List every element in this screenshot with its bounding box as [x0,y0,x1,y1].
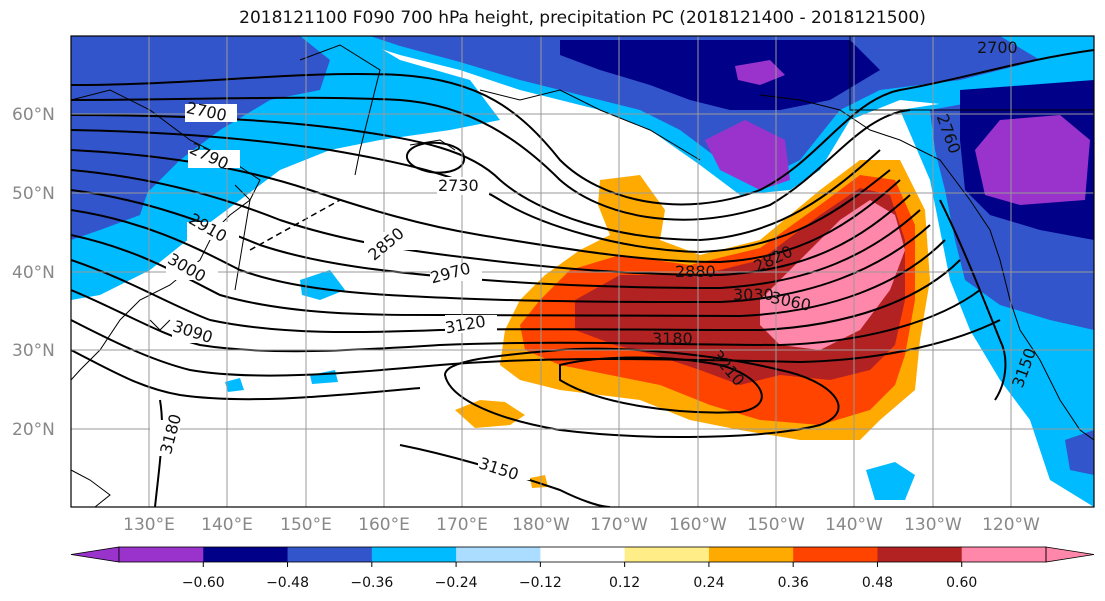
negative-anomaly-na-south [1065,430,1094,475]
colorbar-tick-6: 0.12 [609,575,640,591]
map-title: 2018121100 F090 700 hPa height, precipit… [239,8,926,28]
lon-label-160w: 160°W [669,515,727,535]
lon-label-130e: 130°E [123,515,175,535]
positive-anomaly-orange-west [455,400,525,428]
negative-anomaly-na-purple [975,115,1090,205]
colorbar-outline [118,546,1047,563]
colorbar-segment-1 [119,547,204,562]
colorbar-tick-2: −0.48 [266,575,309,591]
colorbar-tick-labels: −0.60 −0.48 −0.36 −0.24 −0.12 0.12 0.24 … [182,575,977,591]
colorbar-tick-7: 0.24 [693,575,724,591]
colorbar-arrow-right [1045,546,1095,563]
colorbar-segment-3 [287,547,373,562]
lat-label-30n: 30°N [12,341,55,361]
colorbar-segment-5 [456,547,541,562]
lat-label-20n: 20°N [12,420,55,440]
lon-label-150e: 150°E [280,515,332,535]
lon-label-170w: 170°W [590,515,648,535]
colorbar-tick-5: −0.12 [519,575,562,591]
dashed-track [249,199,341,251]
lon-label-140w: 140°W [825,515,883,535]
lon-label-120w: 120°W [982,515,1040,535]
lon-label-130w: 130°W [904,515,962,535]
colorbar-tick-9: 0.48 [862,575,893,591]
colorbar-tick-10: 0.60 [946,575,977,591]
colorbar-segment-4 [371,547,457,562]
negative-anomaly-hawaii [866,462,915,500]
colorbar-tick-1: −0.60 [182,575,225,591]
negative-anomaly-blob-1 [300,270,345,300]
colorbar-segment-11 [961,547,1047,562]
negative-anomaly-north-dark [560,40,880,110]
lat-label-50n: 50°N [12,184,55,204]
colorbar-segment-9 [793,547,878,562]
negative-anomaly-blob-2 [225,378,244,392]
lat-label-40n: 40°N [12,263,55,283]
colorbar-arrow-left [70,546,120,563]
colorbar-segment-10 [877,547,963,562]
negative-anomaly-purple-gulf [705,120,790,190]
latitude-labels: 60°N 50°N 40°N 30°N 20°N [12,105,55,440]
colorbar-tick-4: −0.24 [435,575,478,591]
colorbar [70,546,1095,567]
contour-label-2730: 2730 [438,176,479,195]
colorbar-segment-7 [624,547,710,562]
longitude-labels: 130°E 140°E 150°E 160°E 170°E 180°W 170°… [123,515,1040,535]
colorbar-tick-8: 0.36 [778,575,809,591]
colorbar-segment-6 [540,547,626,562]
contour-label-2880: 2880 [675,262,716,281]
height-contours [71,49,1094,507]
lon-label-170e: 170°E [436,515,488,535]
lat-label-60n: 60°N [12,105,55,125]
contour-label-3030: 3030 [733,285,774,304]
negative-anomaly-north-purple [735,60,785,85]
lon-label-160e: 160°E [358,515,410,535]
lon-label-140e: 140°E [201,515,253,535]
lon-label-180w: 180°W [512,515,570,535]
colorbar-segment-2 [203,547,289,562]
colorbar-segment-8 [708,547,794,562]
lon-label-150w: 150°W [747,515,805,535]
contour-label-3180-east: 3180 [652,329,693,348]
colorbar-tick-3: −0.36 [350,575,393,591]
map-frame [70,35,1095,508]
contour-label-2700-north: 2700 [977,38,1018,57]
